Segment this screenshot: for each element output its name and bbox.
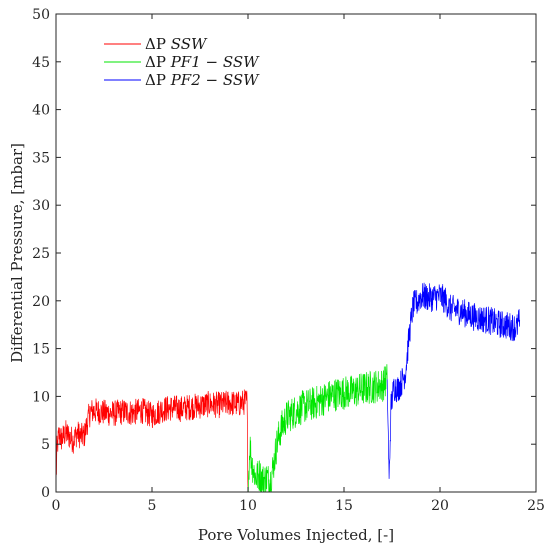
y-tick-label: 30 [32, 198, 50, 214]
legend-label-3: ΔP PF2 − SSW [145, 71, 260, 89]
y-tick-label: 45 [32, 55, 50, 71]
x-tick-label: 25 [527, 498, 545, 514]
y-tick-label: 10 [32, 389, 50, 405]
legend-label-2: ΔP PF1 − SSW [145, 53, 260, 71]
y-axis-label: Differential Pressure, [mbar] [8, 143, 26, 363]
legend-label-1: ΔP SSW [145, 35, 208, 53]
y-tick-label: 40 [32, 103, 50, 119]
series-line-2 [247, 364, 388, 493]
y-tick-label: 50 [32, 7, 50, 23]
x-ticks: 0 5 10 15 20 25 [52, 14, 545, 514]
y-tick-label: 15 [32, 342, 50, 358]
y-tick-label: 35 [32, 150, 50, 166]
series-line-3 [386, 282, 521, 479]
x-tick-label: 15 [335, 498, 353, 514]
y-tick-label: 20 [32, 294, 50, 310]
series-line-1 [55, 389, 249, 491]
x-tick-label: 0 [52, 498, 61, 514]
y-tick-label: 0 [41, 485, 50, 501]
x-tick-label: 5 [148, 498, 157, 514]
series-layer [55, 282, 521, 493]
y-ticks: 0 5 10 15 20 25 30 35 40 45 50 [32, 7, 536, 501]
x-axis-label: Pore Volumes Injected, [-] [198, 526, 394, 544]
x-tick-label: 10 [239, 498, 257, 514]
y-tick-label: 5 [41, 437, 50, 453]
y-tick-label: 25 [32, 246, 50, 262]
x-tick-label: 20 [431, 498, 449, 514]
